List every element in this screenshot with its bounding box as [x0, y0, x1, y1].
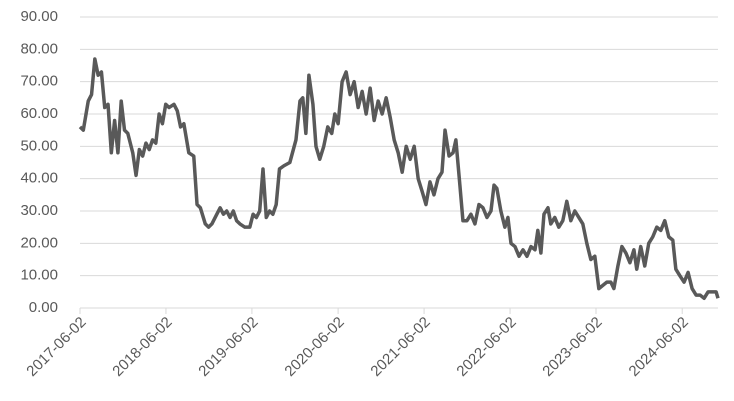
y-tick-label: 20.00	[20, 234, 58, 251]
y-tick-label: 80.00	[20, 40, 58, 57]
x-tick-label: 2024-06-02	[626, 314, 692, 380]
x-tick-label: 2018-06-02	[109, 314, 175, 380]
data-line	[78, 57, 720, 301]
y-tick-label: 70.00	[20, 73, 58, 90]
y-tick-label: 10.00	[20, 267, 58, 284]
x-tick-label: 2019-06-02	[195, 314, 261, 380]
y-tick-label: 60.00	[20, 105, 58, 122]
y-tick-label: 0.00	[29, 299, 58, 316]
x-tick-label: 2020-06-02	[281, 314, 347, 380]
x-tick-label: 2021-06-02	[367, 314, 433, 380]
y-tick-label: 30.00	[20, 202, 58, 219]
y-tick-label: 50.00	[20, 137, 58, 154]
x-tick-label: 2022-06-02	[453, 314, 519, 380]
x-tick-label: 2023-06-02	[539, 314, 605, 380]
x-tick-label: 2017-06-02	[23, 314, 89, 380]
y-tick-label: 40.00	[20, 170, 58, 187]
y-tick-label: 90.00	[20, 8, 58, 25]
